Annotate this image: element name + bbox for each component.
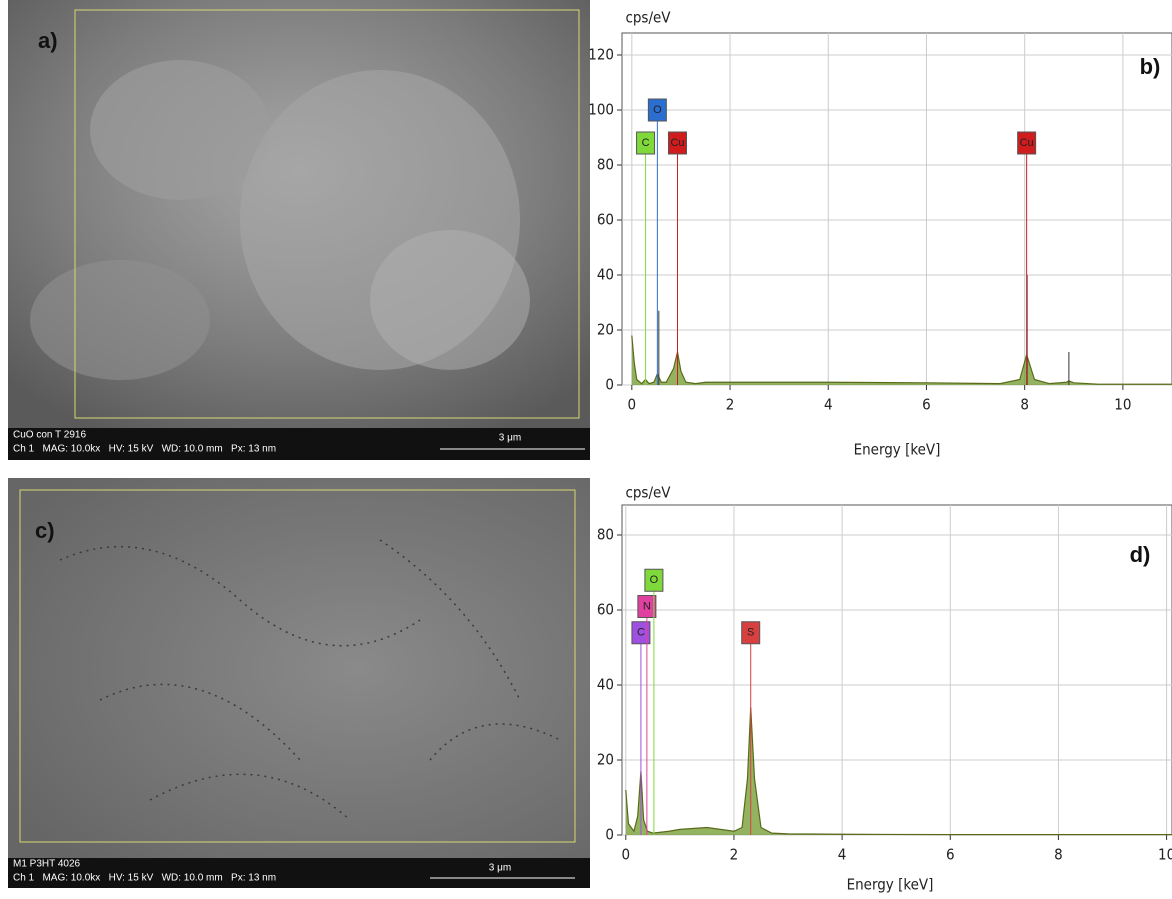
x-tick-label: 0	[621, 846, 630, 864]
y-tick-label: 60	[597, 601, 614, 619]
element-box	[631, 621, 651, 645]
element-label: O	[650, 574, 659, 586]
element-box	[647, 98, 667, 122]
element-box	[637, 595, 657, 618]
y-tick-label: 100	[588, 101, 614, 119]
x-tick-label: 2	[726, 396, 735, 414]
x-tick-label: 2	[730, 846, 739, 864]
y-tick-label: 0	[605, 826, 614, 844]
y-tick-label: 80	[597, 526, 614, 544]
scale-bar-label: 3 μm	[499, 433, 521, 444]
element-box	[636, 131, 656, 155]
element-label: C	[637, 627, 645, 639]
x-tick-label: 8	[1020, 396, 1029, 414]
panel-label: c)	[35, 518, 55, 543]
y-tick-label: 0	[605, 376, 614, 394]
element-label: O	[653, 104, 662, 116]
panel-label: b)	[1140, 54, 1161, 79]
element-box	[741, 621, 761, 645]
y-tick-label: 20	[597, 321, 614, 339]
element-label: Cu	[670, 137, 684, 149]
x-tick-label: 0	[628, 396, 637, 414]
element-label: Cu	[1020, 137, 1034, 149]
element-label: C	[642, 137, 650, 149]
spectrum-line	[625, 707, 1172, 836]
x-tick-label: 10	[1114, 396, 1131, 414]
element-box	[1017, 131, 1037, 155]
panel-label: d)	[1130, 542, 1151, 567]
spectrum-line	[631, 335, 1172, 385]
sample-name: M1 P3HT 4026	[13, 859, 81, 870]
scale-bar-label: 3 μm	[489, 863, 511, 874]
sem-info: Ch 1 MAG: 10.0kx HV: 15 kV WD: 10.0 mm P…	[13, 444, 276, 455]
sem-info: Ch 1 MAG: 10.0kx HV: 15 kV WD: 10.0 mm P…	[13, 873, 276, 884]
element-label: N	[643, 600, 651, 612]
x-tick-label: 4	[824, 396, 833, 414]
y-tick-label: 20	[597, 751, 614, 769]
panel-label: a)	[38, 28, 58, 53]
element-box	[667, 131, 687, 155]
sem-image-a	[8, 0, 590, 460]
element-box	[644, 568, 664, 592]
x-tick-label: 6	[922, 396, 931, 414]
y-axis-label: cps/eV	[625, 484, 671, 502]
y-tick-label: 40	[597, 266, 614, 284]
y-tick-label: 120	[588, 46, 614, 64]
y-axis-label: cps/eV	[625, 9, 671, 27]
element-label: S	[747, 627, 754, 639]
sem-image-c	[8, 478, 590, 888]
y-tick-label: 40	[597, 676, 614, 694]
plot-area	[621, 32, 1172, 386]
y-tick-label: 80	[597, 156, 614, 174]
sample-name: CuO con T 2916	[13, 430, 86, 441]
x-tick-label: 4	[838, 846, 847, 864]
x-axis-label: Energy [keV]	[847, 876, 934, 894]
plot-area	[621, 504, 1172, 836]
x-tick-label: 8	[1054, 846, 1063, 864]
y-tick-label: 60	[597, 211, 614, 229]
x-tick-label: 10	[1158, 846, 1172, 864]
x-tick-label: 6	[946, 846, 955, 864]
x-axis-label: Energy [keV]	[854, 441, 941, 459]
